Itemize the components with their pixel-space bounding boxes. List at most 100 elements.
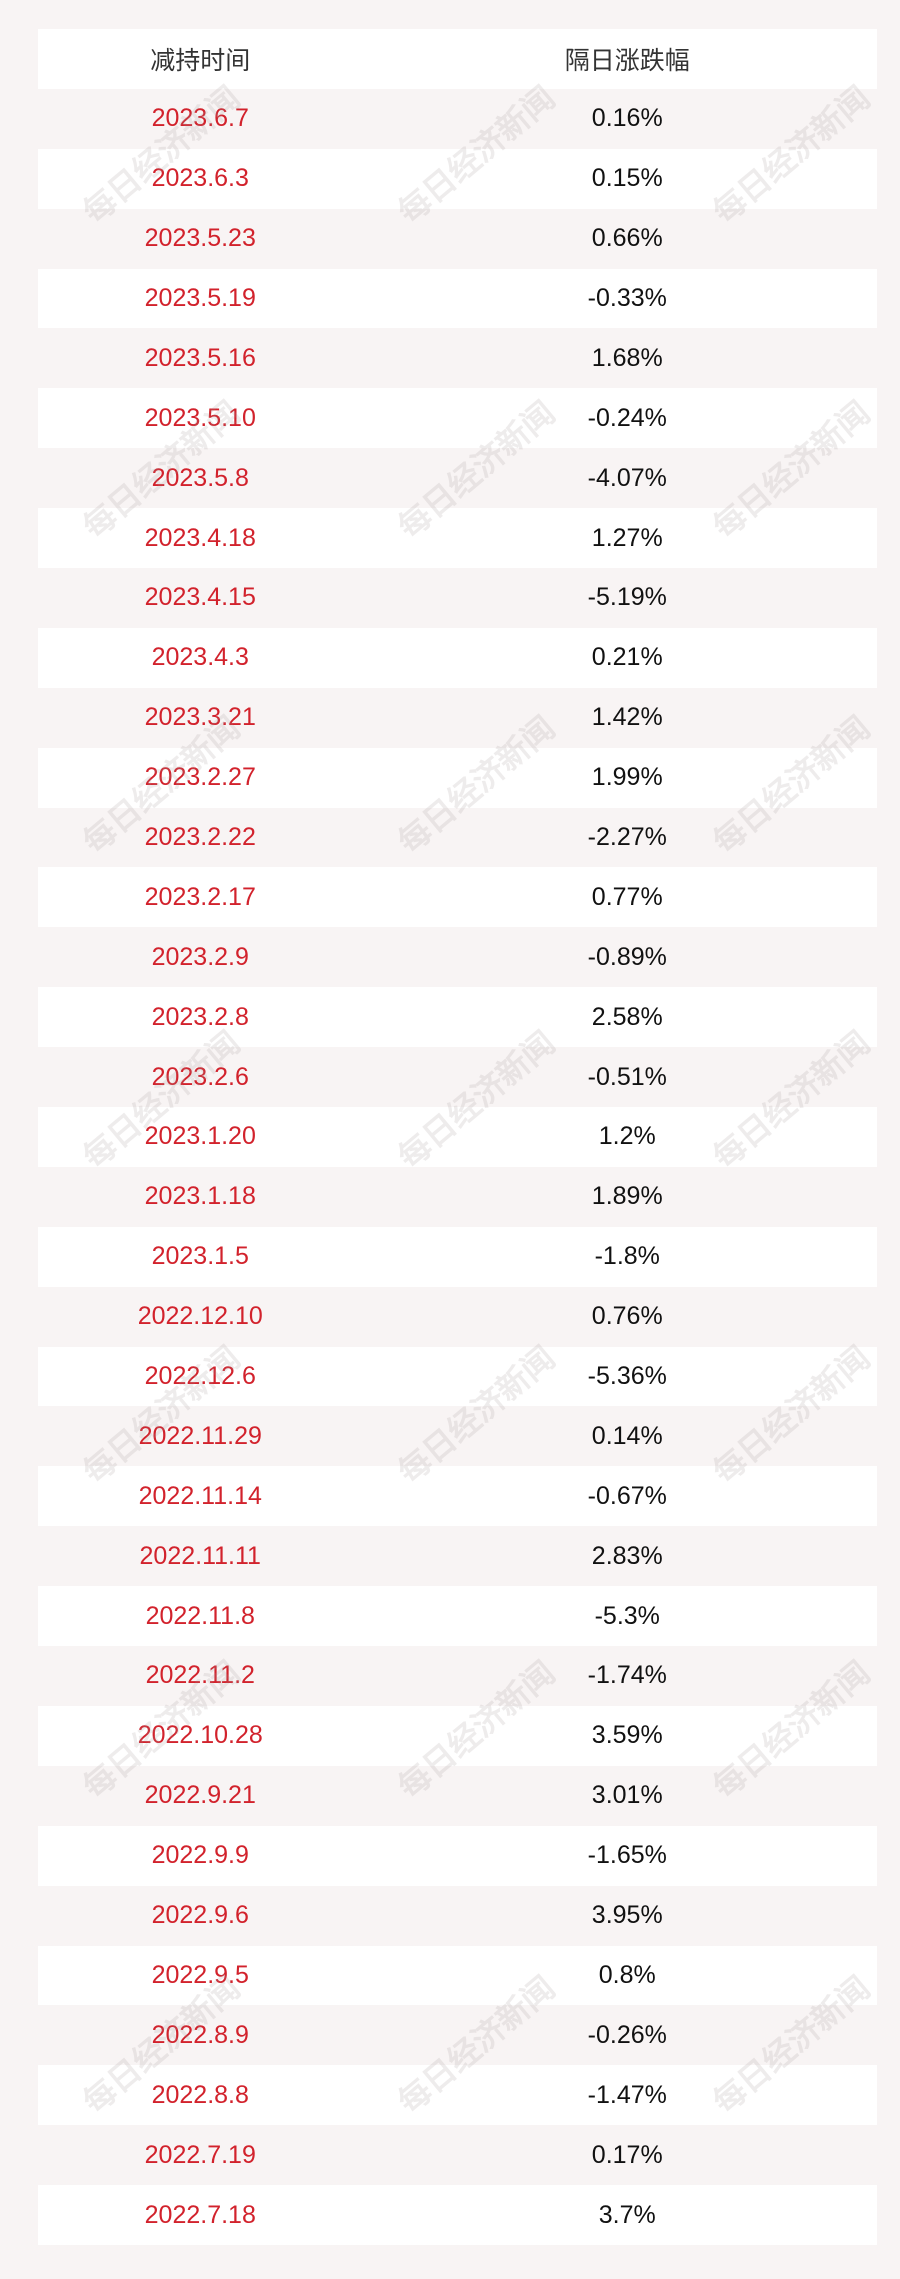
table: 减持时间 隔日涨跌幅 2023.6.7 0.16% 2023.6.3 0.15% 2023.… bbox=[38, 29, 877, 2245]
table-row: 2022.12.10 0.76% bbox=[38, 1287, 877, 1347]
change-cell: -5.36% bbox=[587, 1362, 667, 1391]
table-row: 2022.7.18 3.7% bbox=[38, 2185, 877, 2245]
table-row: 2022.11.11 2.83% bbox=[38, 1526, 877, 1586]
table-row: 2023.1.20 1.2% bbox=[38, 1107, 877, 1167]
table-row: 2022.11.2 -1.74% bbox=[38, 1646, 877, 1706]
date-cell: 2023.2.22 bbox=[144, 823, 256, 852]
change-cell: -2.27% bbox=[587, 823, 667, 852]
change-cell: 0.66% bbox=[591, 224, 663, 253]
date-cell: 2023.5.8 bbox=[151, 463, 249, 492]
change-cell: 3.7% bbox=[598, 2200, 656, 2229]
table-row: 2022.9.5 0.8% bbox=[38, 1945, 877, 2006]
table-row: 2023.2.27 1.99% bbox=[38, 747, 877, 808]
change-cell: -1.65% bbox=[587, 1841, 667, 1870]
date-cell: 2023.5.10 bbox=[144, 403, 256, 432]
change-cell: -1.8% bbox=[594, 1242, 660, 1271]
date-cell: 2022.11.29 bbox=[138, 1421, 262, 1450]
change-cell: -0.26% bbox=[587, 2020, 667, 2049]
date-cell: 2023.2.27 bbox=[144, 763, 256, 792]
table-row: 2022.11.29 0.14% bbox=[38, 1406, 877, 1466]
change-cell: 0.8% bbox=[598, 1960, 656, 1989]
date-cell: 2023.2.9 bbox=[151, 942, 249, 971]
change-cell: 1.27% bbox=[591, 523, 663, 552]
change-cell: 2.58% bbox=[591, 1002, 663, 1031]
table-row: 2023.1.18 1.89% bbox=[38, 1167, 877, 1227]
date-cell: 2023.4.3 bbox=[151, 643, 249, 672]
table-row: 2023.1.5 -1.8% bbox=[38, 1226, 877, 1287]
table-row: 2022.11.8 -5.3% bbox=[38, 1586, 877, 1647]
change-cell: -0.89% bbox=[587, 942, 667, 971]
table-row: 2022.10.28 3.59% bbox=[38, 1705, 877, 1766]
table-row: 2022.9.6 3.95% bbox=[38, 1886, 877, 1946]
date-cell: 2023.2.17 bbox=[144, 882, 256, 911]
change-cell: -4.07% bbox=[587, 463, 667, 492]
change-cell: -5.3% bbox=[594, 1601, 660, 1630]
table-row: 2023.2.8 2.58% bbox=[38, 987, 877, 1048]
change-cell: -5.19% bbox=[587, 583, 667, 612]
date-cell: 2022.12.10 bbox=[137, 1302, 263, 1331]
table-row: 2023.6.7 0.16% bbox=[38, 89, 877, 149]
change-cell: 0.14% bbox=[591, 1421, 663, 1450]
date-cell: 2022.11.2 bbox=[145, 1661, 255, 1690]
date-cell: 2022.9.9 bbox=[151, 1841, 249, 1870]
date-cell: 2023.6.7 bbox=[151, 104, 249, 133]
change-cell: 0.17% bbox=[591, 2140, 663, 2169]
date-cell: 2022.11.11 bbox=[139, 1541, 261, 1570]
date-cell: 2022.7.19 bbox=[144, 2140, 256, 2169]
table-row: 2023.2.17 0.77% bbox=[38, 867, 877, 928]
change-cell: 1.42% bbox=[591, 703, 663, 732]
table-row: 2022.8.9 -0.26% bbox=[38, 2005, 877, 2065]
date-cell: 2023.1.18 bbox=[144, 1182, 256, 1211]
table-row: 2022.11.14 -0.67% bbox=[38, 1466, 877, 1527]
table-row: 2023.4.15 -5.19% bbox=[38, 568, 877, 628]
change-cell: -1.47% bbox=[587, 2080, 667, 2109]
table-row: 2023.5.10 -0.24% bbox=[38, 388, 877, 449]
table-row: 2023.5.23 0.66% bbox=[38, 209, 877, 269]
change-cell: -0.24% bbox=[587, 403, 667, 432]
date-cell: 2023.3.21 bbox=[144, 703, 256, 732]
date-cell: 2023.1.5 bbox=[151, 1242, 249, 1271]
header-row: 减持时间 隔日涨跌幅 bbox=[38, 29, 877, 89]
date-cell: 2023.5.16 bbox=[144, 343, 256, 372]
date-cell: 2022.12.6 bbox=[144, 1362, 256, 1391]
table-row: 2023.2.9 -0.89% bbox=[38, 927, 877, 987]
table-row: 2022.9.21 3.01% bbox=[38, 1766, 877, 1826]
date-cell: 2022.11.8 bbox=[145, 1601, 255, 1630]
change-cell: 3.95% bbox=[591, 1901, 663, 1930]
change-cell: 0.16% bbox=[591, 104, 663, 133]
change-cell: 1.2% bbox=[598, 1122, 656, 1151]
header-cell: 隔日涨跌幅 bbox=[564, 46, 690, 75]
change-cell: 0.76% bbox=[591, 1302, 663, 1331]
date-cell: 2022.8.9 bbox=[151, 2020, 249, 2049]
table-row: 2022.8.8 -1.47% bbox=[38, 2065, 877, 2126]
change-cell: -0.33% bbox=[587, 284, 667, 312]
date-cell: 2022.9.5 bbox=[151, 1960, 249, 1989]
date-cell: 2022.8.8 bbox=[151, 2080, 249, 2109]
date-cell: 2022.11.14 bbox=[138, 1481, 262, 1510]
change-cell: 1.99% bbox=[591, 763, 663, 792]
table-row: 2023.3.21 1.42% bbox=[38, 688, 877, 748]
date-cell: 2023.5.19 bbox=[144, 284, 256, 312]
date-cell: 2023.6.3 bbox=[151, 164, 249, 193]
date-cell: 2022.7.18 bbox=[144, 2200, 256, 2229]
change-cell: 0.15% bbox=[591, 164, 663, 193]
table-row: 2022.12.6 -5.36% bbox=[38, 1346, 877, 1407]
change-cell: 0.21% bbox=[591, 643, 663, 672]
change-cell: 2.83% bbox=[591, 1541, 663, 1570]
change-cell: 3.59% bbox=[591, 1721, 663, 1750]
table-row: 2023.4.18 1.27% bbox=[38, 508, 877, 569]
table-row: 2023.4.3 0.21% bbox=[38, 627, 877, 688]
change-cell: -0.51% bbox=[587, 1062, 667, 1091]
date-cell: 2023.5.23 bbox=[144, 224, 256, 253]
change-cell: 1.89% bbox=[591, 1182, 663, 1211]
date-cell: 2022.9.6 bbox=[151, 1901, 249, 1930]
date-cell: 2022.9.21 bbox=[144, 1781, 256, 1810]
table-row: 2022.9.9 -1.65% bbox=[38, 1825, 877, 1886]
date-cell: 2023.1.20 bbox=[144, 1122, 256, 1151]
table-row: 2023.5.8 -4.07% bbox=[38, 448, 877, 508]
table-row: 2023.5.19 -0.33% bbox=[38, 268, 877, 329]
change-cell: -1.74% bbox=[587, 1661, 667, 1690]
table-row: 2023.6.3 0.15% bbox=[38, 148, 877, 209]
table-row: 2023.2.22 -2.27% bbox=[38, 808, 877, 868]
